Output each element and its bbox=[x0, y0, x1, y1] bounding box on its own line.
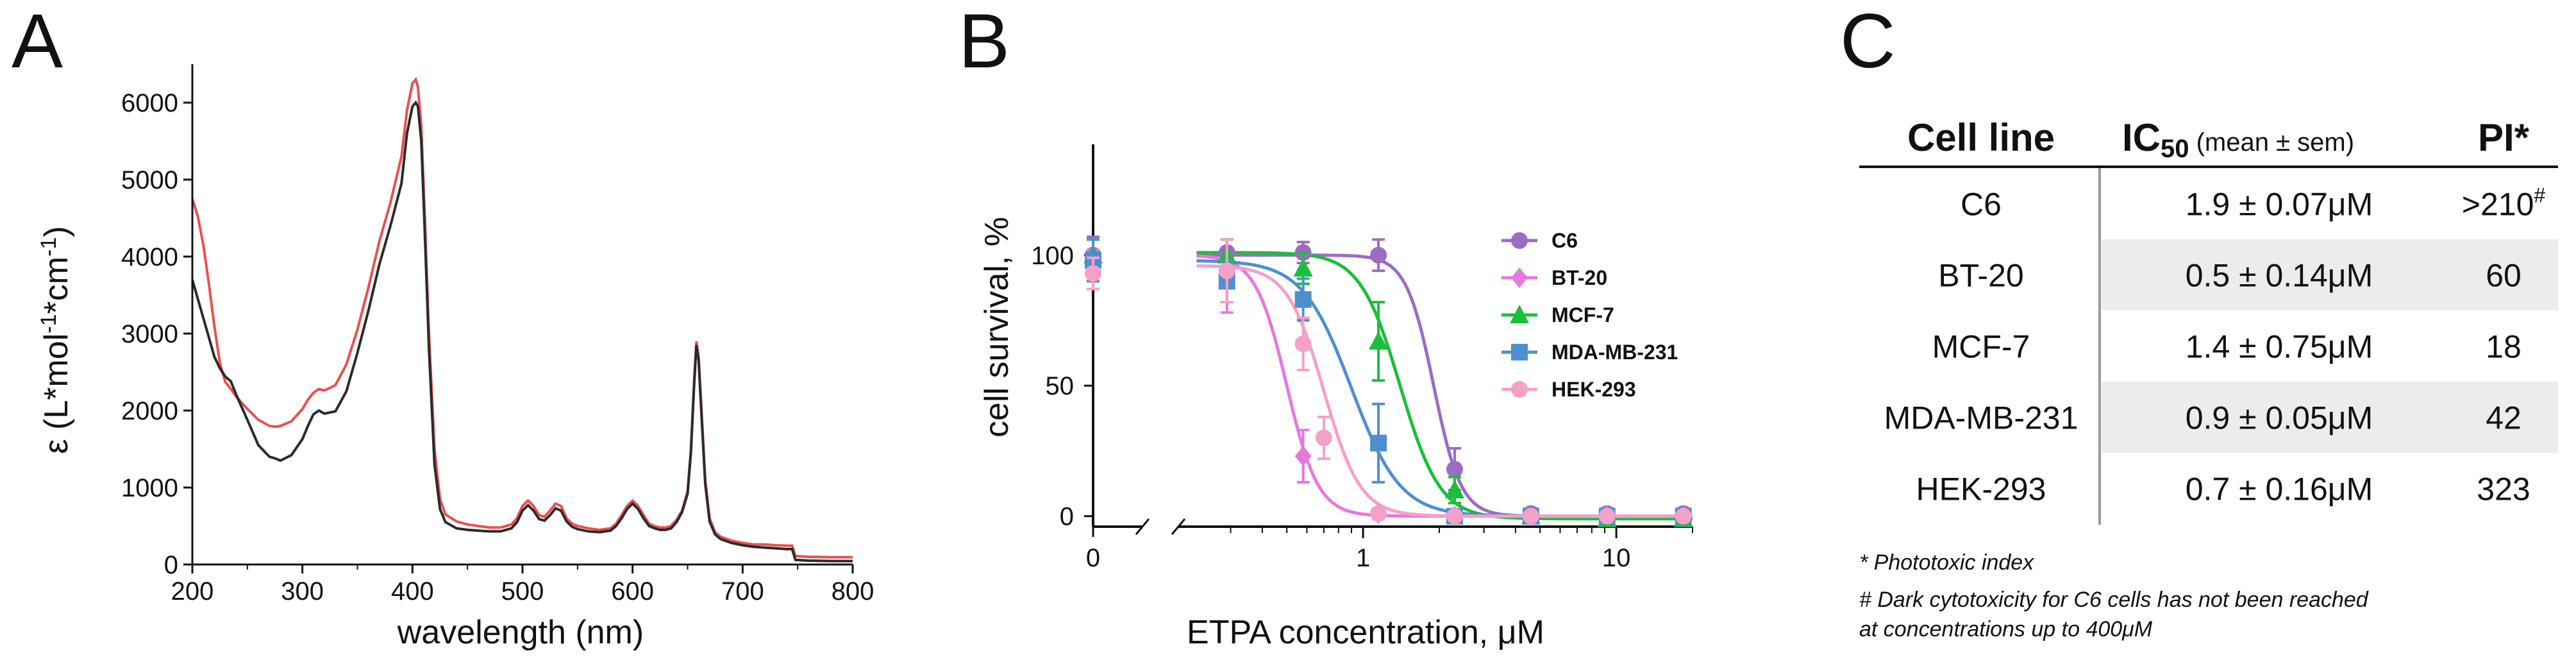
data-point-mda-mb-231 bbox=[1294, 291, 1312, 308]
table-cell-ic50: 0.5 ± 0.14μM bbox=[2186, 258, 2373, 294]
panel-letter-c: C bbox=[1840, 0, 1896, 84]
table-cell-ic50: 1.9 ± 0.07μM bbox=[2186, 187, 2373, 223]
data-point-hek-293 bbox=[1294, 335, 1312, 353]
data-point-hek-293 bbox=[1446, 507, 1463, 525]
survival-y-axis-title: cell survival, % bbox=[978, 217, 1016, 437]
data-point-mcf-7 bbox=[1369, 331, 1389, 350]
spectrum-x-tick-label: 400 bbox=[391, 577, 434, 606]
legend-marker-c6 bbox=[1511, 232, 1528, 249]
spectrum-y-tick-label: 5000 bbox=[121, 166, 178, 194]
table-cell-pi: >210# bbox=[2462, 184, 2546, 223]
data-point-hek-293 bbox=[1675, 507, 1692, 525]
data-point-hek-293 bbox=[1315, 429, 1332, 446]
spectrum-line-red bbox=[191, 76, 853, 559]
data-point-hek-293 bbox=[1370, 505, 1387, 522]
table-cell-ic50: 1.4 ± 0.75μM bbox=[2186, 329, 2373, 365]
spectrum-x-tick-label: 800 bbox=[832, 577, 874, 606]
table-cell-pi: 18 bbox=[2486, 329, 2522, 365]
data-point-mda-mb-231 bbox=[1370, 434, 1387, 452]
spectrum-x-tick-label: 300 bbox=[281, 577, 324, 606]
footnote-dark-cytotoxicity: # Dark cytotoxicity for C6 cells has not… bbox=[1859, 588, 2369, 612]
spectrum-y-tick-label: 3000 bbox=[121, 320, 178, 348]
spectrum-y-tick-label: 0 bbox=[164, 551, 178, 579]
table-rows: C6 1.9 ± 0.07μM >210# BT-20 0.5 ± 0.14μM 60 MC… bbox=[1884, 184, 2558, 507]
data-point-c6 bbox=[1370, 246, 1387, 264]
spectrum-line-black bbox=[191, 100, 853, 563]
survival-y-tick-label: 0 bbox=[1060, 503, 1074, 531]
spectrum-y-tick-label: 4000 bbox=[121, 243, 178, 271]
legend-label-mda-mb-231: MDA-MB-231 bbox=[1551, 341, 1678, 364]
legend-marker-mcf-7 bbox=[1510, 305, 1529, 323]
series-hek-293 bbox=[1085, 238, 1692, 525]
survival-x-tick-label: 10 bbox=[1602, 544, 1631, 572]
survival-y-tick-label: 50 bbox=[1046, 372, 1075, 400]
data-point-mcf-7 bbox=[1444, 479, 1464, 498]
table-cell-pi: 42 bbox=[2486, 400, 2522, 436]
footnote-phototoxic-index: * Phototoxic index bbox=[1859, 550, 2034, 575]
data-point-hek-293 bbox=[1522, 507, 1539, 525]
survival-x-tick-label: 0 bbox=[1086, 544, 1100, 572]
axis-break-mark bbox=[1135, 518, 1150, 535]
panel-letter-b: B bbox=[958, 0, 1010, 84]
spectrum-x-tick-label: 700 bbox=[721, 577, 764, 606]
table-header-pi: PI* bbox=[2478, 116, 2530, 159]
table-header-cell-line: Cell line bbox=[1907, 116, 2055, 159]
legend-marker-hek-293 bbox=[1511, 381, 1528, 398]
table-cell-cell-line: MCF-7 bbox=[1932, 329, 2030, 365]
data-point-bt-20 bbox=[1294, 446, 1312, 467]
table-cell-cell-line: HEK-293 bbox=[1916, 471, 2046, 507]
table-cell-ic50: 0.7 ± 0.16μM bbox=[2186, 471, 2373, 507]
legend-marker-bt-20 bbox=[1511, 267, 1528, 288]
survival-x-tick-label: 1 bbox=[1356, 544, 1370, 572]
data-point-mcf-7 bbox=[1293, 258, 1313, 277]
survival-y-tick-label: 100 bbox=[1031, 242, 1074, 270]
table-cell-pi: 60 bbox=[2486, 258, 2522, 294]
cell-survival-chart: cell survival, % ETPA concentration, μM … bbox=[978, 144, 1693, 651]
legend-label-mcf-7: MCF-7 bbox=[1551, 303, 1614, 327]
data-point-hek-293 bbox=[1598, 507, 1616, 525]
spectrum-y-axis-title: ε (L*mol-1*cm-1) bbox=[37, 226, 75, 454]
spectrum-x-axis-title: wavelength (nm) bbox=[397, 614, 644, 651]
spectrum-x-tick-label: 600 bbox=[611, 577, 654, 606]
absorption-spectrum-chart: ε (L*mol-1*cm-1) wavelength (nm) 0 1000 20… bbox=[37, 64, 874, 651]
data-point-hek-293 bbox=[1218, 262, 1235, 280]
spectrum-y-tick-label: 6000 bbox=[121, 89, 178, 117]
legend-label-bt-20: BT-20 bbox=[1551, 266, 1607, 289]
table-cell-cell-line: MDA-MB-231 bbox=[1884, 400, 2078, 436]
legend-marker-mda-mb-231 bbox=[1511, 344, 1528, 361]
data-point-hek-293 bbox=[1085, 265, 1101, 282]
table-row-shade bbox=[2102, 239, 2558, 310]
spectrum-x-tick-label: 500 bbox=[501, 577, 544, 606]
table-cell-ic50: 0.9 ± 0.05μM bbox=[2186, 400, 2373, 436]
spectrum-y-tick-label: 1000 bbox=[121, 474, 178, 502]
legend-label-c6: C6 bbox=[1551, 229, 1578, 252]
table-header-ic50: IC50 (mean ± sem) bbox=[2122, 116, 2354, 163]
footnote-concentrations: at concentrations up to 400μM bbox=[1859, 617, 2153, 641]
table-cell-cell-line: C6 bbox=[1961, 187, 2002, 223]
ic50-table: Cell line IC50 (mean ± sem) PI* C6 1.9 ± … bbox=[1859, 116, 2558, 641]
table-row-shade bbox=[2102, 382, 2558, 453]
spectrum-y-tick-label: 2000 bbox=[121, 397, 178, 425]
table-cell-cell-line: BT-20 bbox=[1938, 258, 2023, 294]
spectrum-x-tick-label: 200 bbox=[171, 577, 214, 606]
survival-x-axis-title: ETPA concentration, μM bbox=[1187, 614, 1544, 651]
axis-break-mark bbox=[1171, 518, 1186, 535]
data-point-c6 bbox=[1446, 461, 1463, 478]
legend-label-hek-293: HEK-293 bbox=[1551, 378, 1636, 401]
table-cell-pi: 323 bbox=[2477, 471, 2530, 507]
panel-letter-a: A bbox=[12, 0, 63, 84]
